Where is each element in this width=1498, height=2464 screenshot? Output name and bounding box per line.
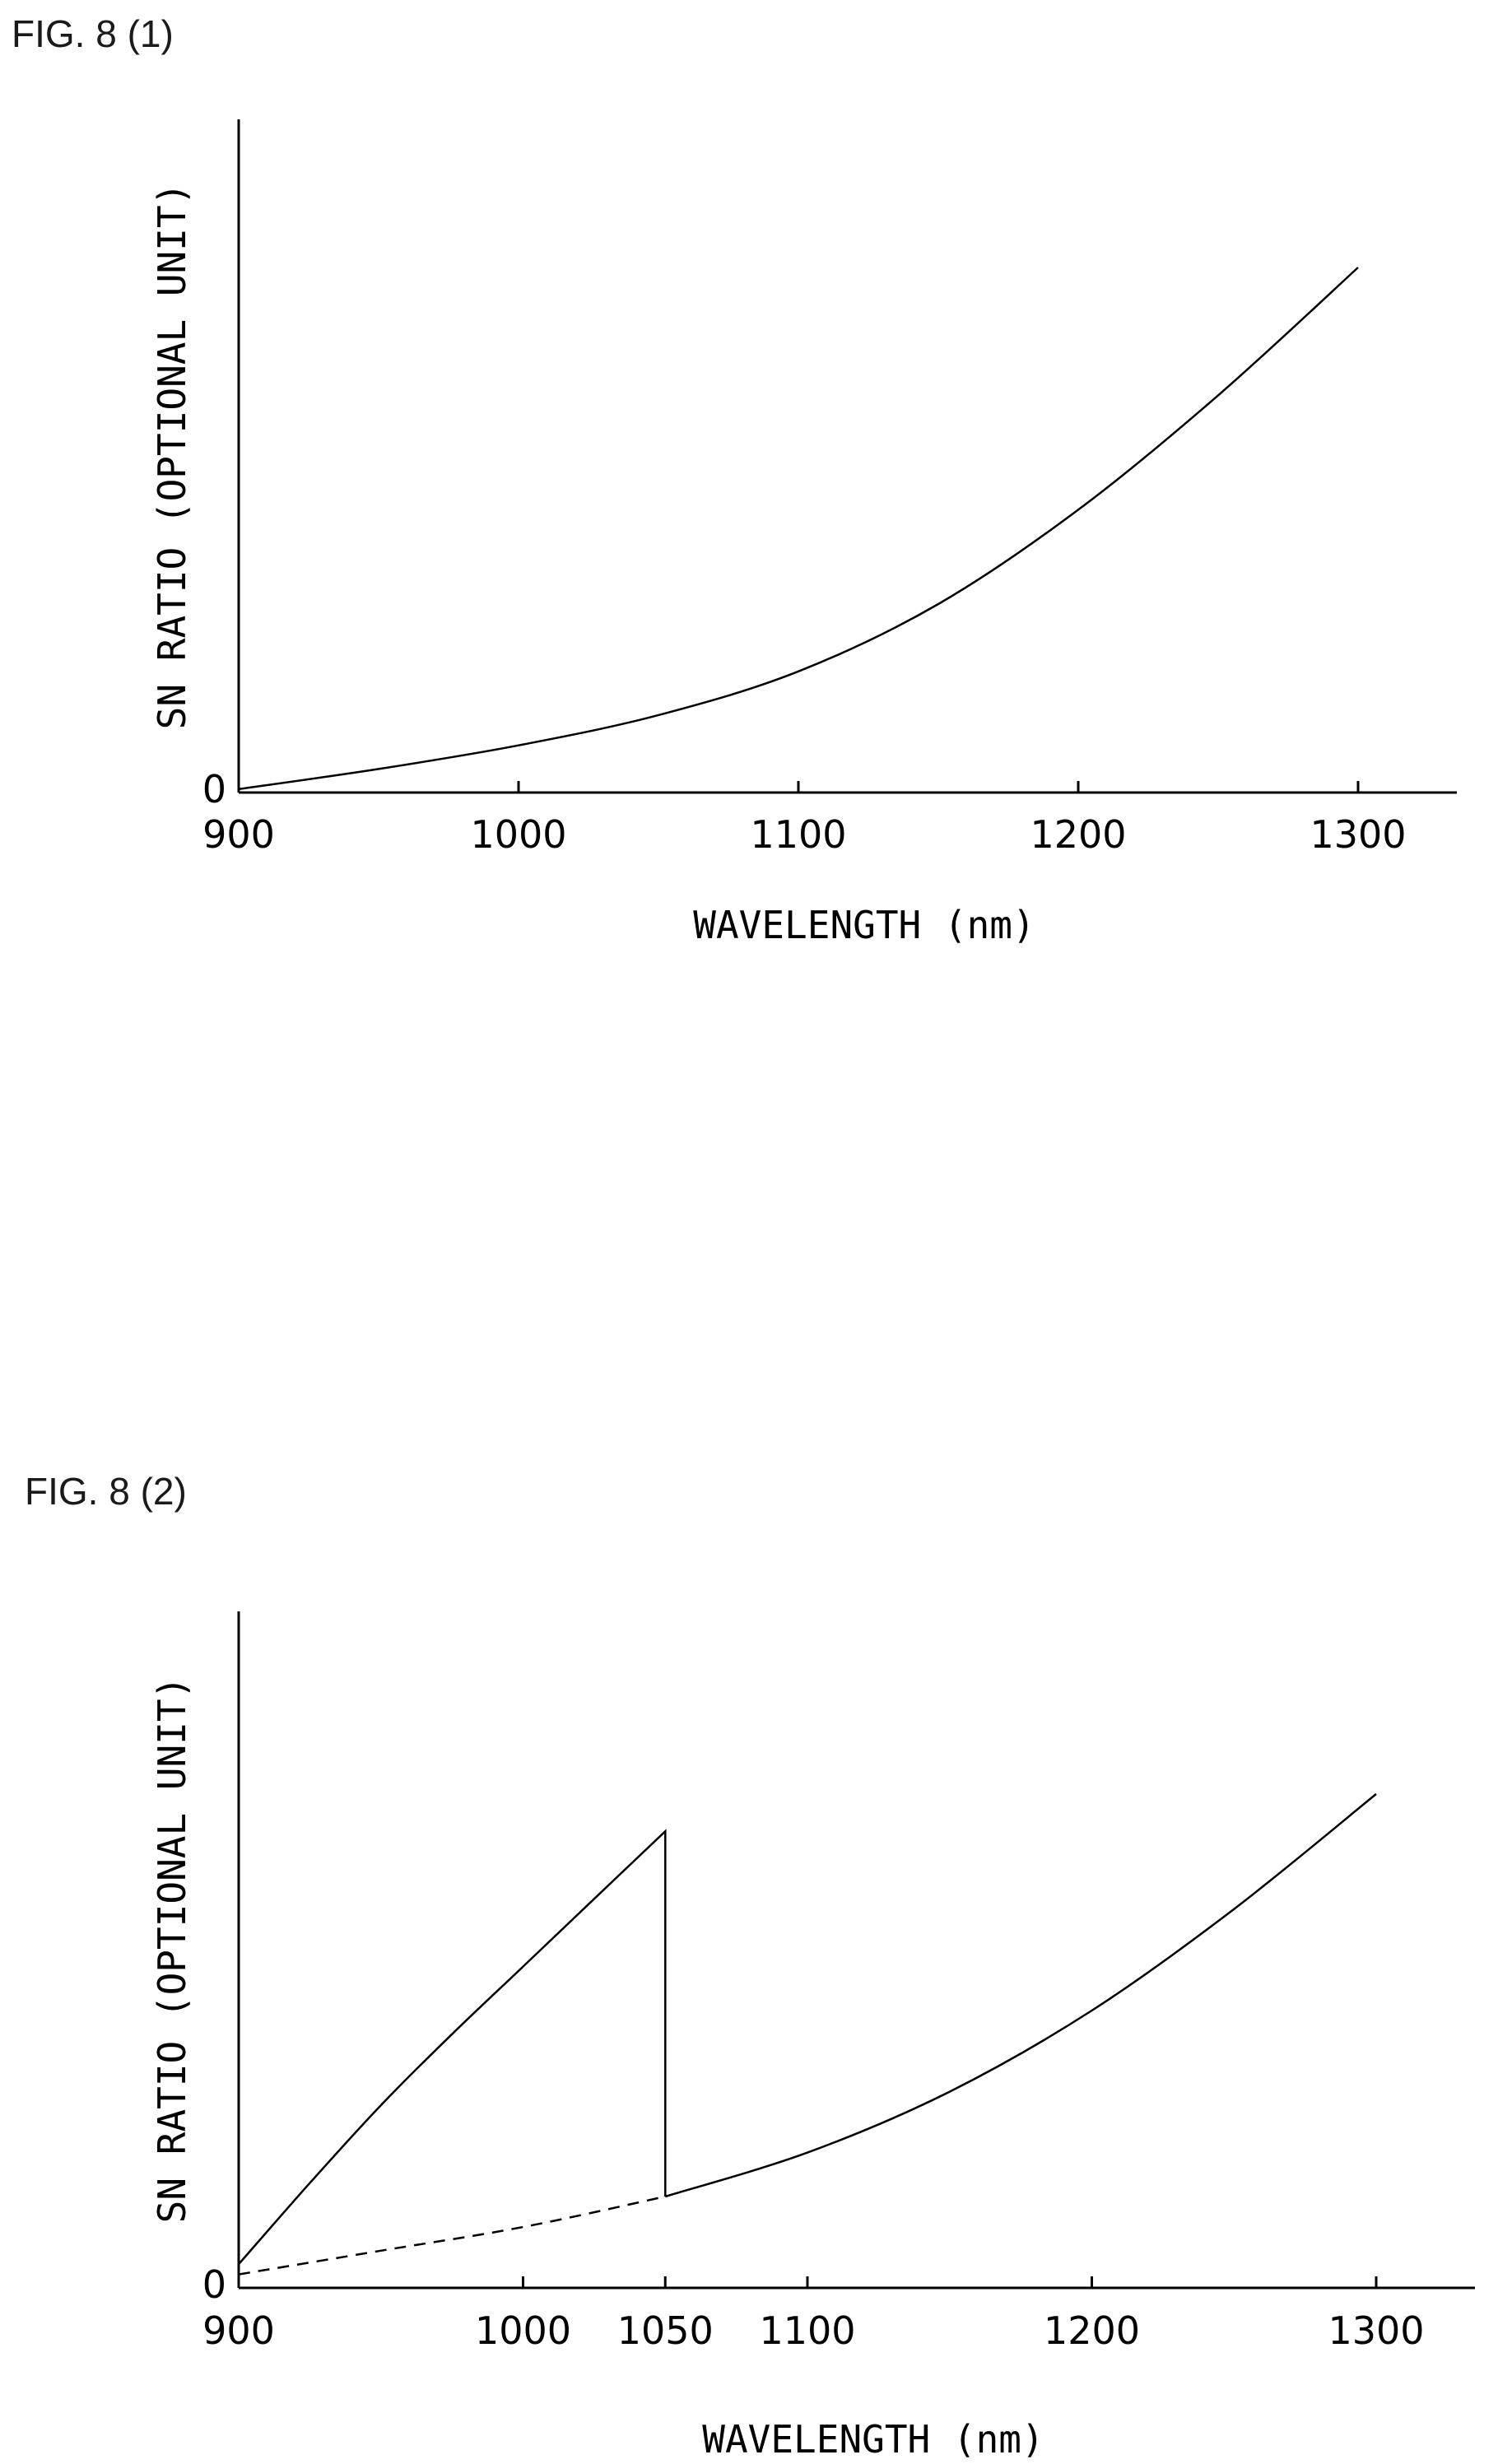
x-axis-title: WAVELENGTH (nm) — [702, 2417, 1044, 2462]
series-line-1 — [238, 1829, 667, 2266]
x-tick-label: 900 — [202, 2308, 275, 2353]
x-tick-label: 900 — [202, 812, 275, 857]
x-tick-label: 1100 — [750, 812, 846, 857]
series-line-1 — [238, 267, 1359, 791]
x-tick-label: 1300 — [1328, 2308, 1424, 2353]
figure-2-caption: FIG. 8 (2) — [25, 1470, 187, 1513]
x-axis-title: WAVELENGTH (nm) — [693, 903, 1035, 947]
x-tick-label: 1050 — [617, 2308, 714, 2353]
x-tick-label: 1100 — [759, 2308, 855, 2353]
chart-fig-8-1: 900 1000 1100 1200 1300 0 WAVELENGTH (nm) SN RA… — [150, 119, 1457, 947]
y-tick-label: 0 — [202, 2262, 226, 2307]
x-tick-label: 1000 — [475, 2308, 571, 2353]
series-line-2-dashed — [238, 2195, 666, 2276]
series-line-3 — [664, 1792, 1377, 2198]
x-tick-label: 1300 — [1310, 812, 1406, 857]
x-tick-label: 1200 — [1044, 2308, 1140, 2353]
x-tick-label: 1000 — [470, 812, 566, 857]
figure-1-caption: FIG. 8 (1) — [12, 12, 174, 55]
y-axis-title: SN RATIO (OPTIONAL UNIT) — [150, 1676, 194, 2224]
y-axis-title: SN RATIO (OPTIONAL UNIT) — [150, 183, 194, 730]
y-tick-label: 0 — [202, 767, 226, 811]
x-tick-label: 1200 — [1030, 812, 1126, 857]
